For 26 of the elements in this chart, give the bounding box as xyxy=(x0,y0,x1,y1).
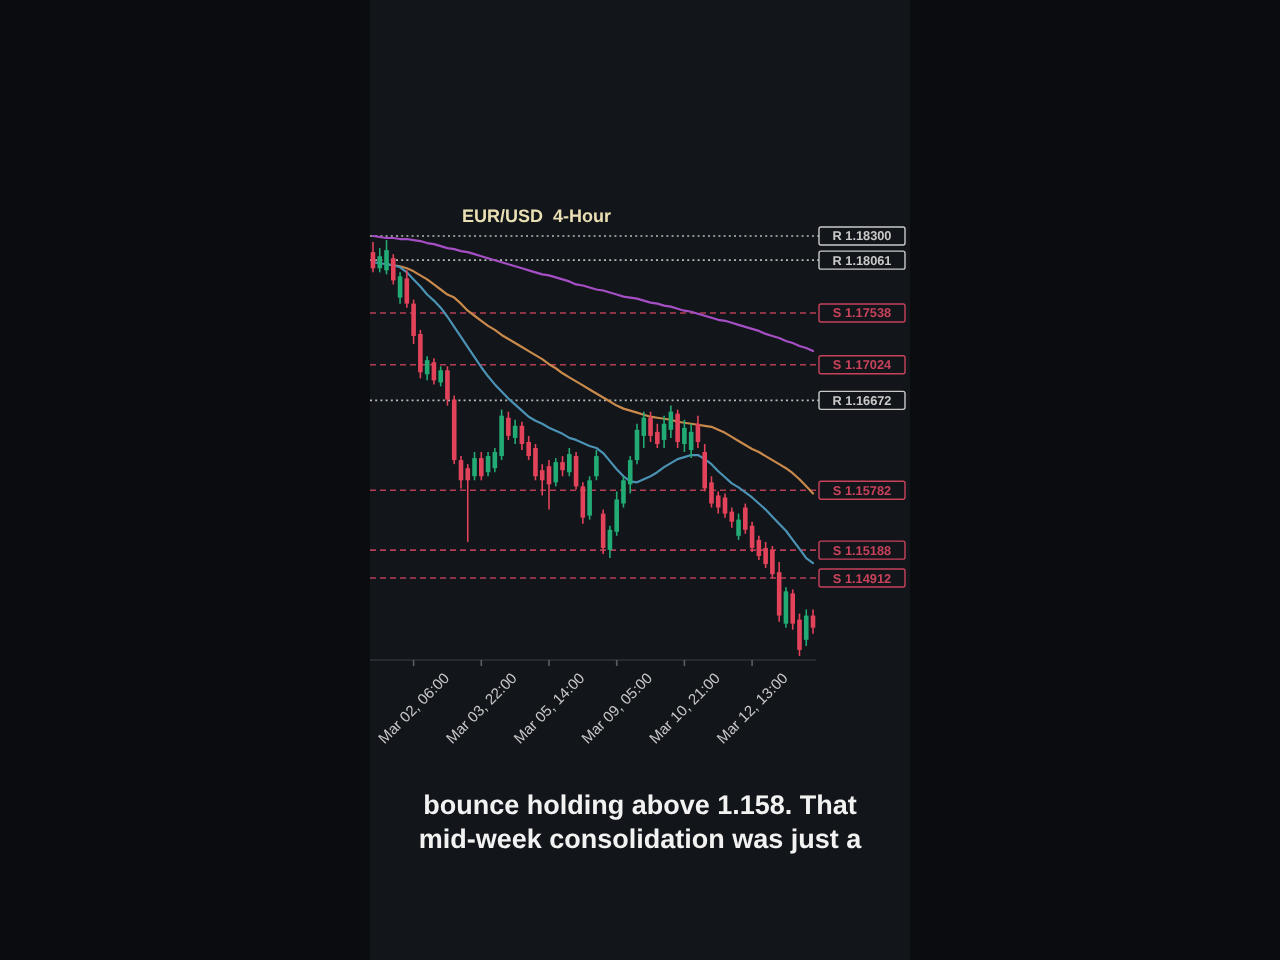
candlestick xyxy=(390,253,396,286)
candlestick xyxy=(803,608,809,647)
candlestick xyxy=(682,418,687,453)
candlestick xyxy=(553,457,559,488)
text: bounce holding above 1.158. That xyxy=(423,790,858,820)
candlestick xyxy=(763,541,768,569)
candlestick xyxy=(438,365,443,388)
chart-title: EUR/USD 4-Hour xyxy=(462,206,612,226)
candlestick xyxy=(506,410,511,441)
candlestick xyxy=(722,492,728,519)
candlestick xyxy=(472,451,477,482)
candlestick xyxy=(567,447,572,478)
candlestick xyxy=(384,239,389,276)
candlestick xyxy=(594,449,599,482)
candlestick xyxy=(715,490,721,515)
candlestick xyxy=(560,455,565,478)
candlestick xyxy=(655,422,660,449)
candlestick xyxy=(465,463,471,543)
candlestick xyxy=(675,408,680,449)
candlestick xyxy=(587,475,592,521)
candlestick xyxy=(736,512,741,541)
candlestick xyxy=(479,451,484,482)
text: mid-week consolidation was just a xyxy=(418,824,863,854)
candlestick xyxy=(397,271,403,305)
candlestick xyxy=(377,247,383,274)
candlestick xyxy=(648,410,653,443)
